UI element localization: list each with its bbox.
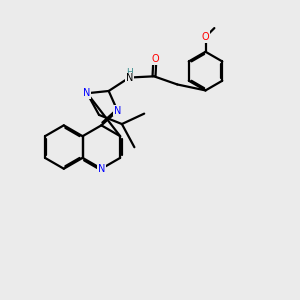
Text: N: N xyxy=(126,74,133,83)
Text: N: N xyxy=(98,164,105,174)
Text: N: N xyxy=(83,88,91,98)
Text: O: O xyxy=(151,54,159,64)
Text: N: N xyxy=(114,106,121,116)
Text: H: H xyxy=(126,68,133,77)
Text: O: O xyxy=(202,32,209,42)
